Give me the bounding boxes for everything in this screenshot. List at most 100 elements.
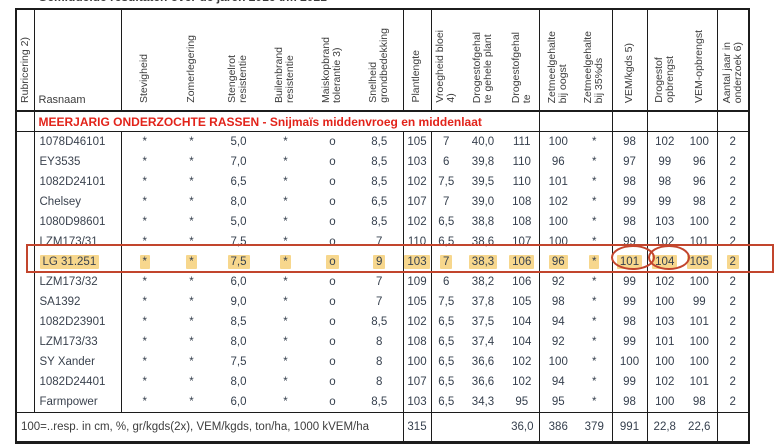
value-cell: 40,0 — [471, 136, 495, 148]
value-cell: 92 — [538, 272, 577, 292]
value-cell: o — [329, 176, 336, 188]
value-cell: * — [120, 272, 168, 292]
value-cell: * — [592, 176, 597, 188]
value-cell: * — [283, 176, 288, 188]
value-cell: 8,5 — [230, 316, 247, 328]
value-cell: * — [283, 216, 288, 228]
value-cell: 100 — [646, 352, 682, 372]
highlighted-value: 103 — [404, 255, 430, 269]
value-cell: 100 — [689, 336, 709, 348]
value-cell: 2 — [716, 352, 749, 372]
value-cell: 102 — [402, 172, 431, 192]
variety-name-cell: EY3535 — [33, 152, 121, 172]
value-cell: * — [283, 236, 288, 248]
variety-name-cell: 1082D24101 — [33, 172, 121, 192]
variety-row: 1080D98601 * * 5,0 * o 8,5 102 6,5 38,8 108 100 * 98 1… — [16, 212, 749, 232]
value-cell: 2 — [716, 292, 749, 312]
value-cell: 105 — [682, 252, 717, 272]
value-cell: 2 — [716, 232, 749, 252]
value-cell: * — [592, 216, 597, 228]
value-cell: * — [120, 232, 168, 252]
value-cell: 99 — [611, 292, 647, 312]
footer-zetmeel-35ds: 379 — [577, 412, 612, 443]
value-cell — [16, 332, 34, 352]
value-cell: 111 — [513, 136, 531, 148]
value-cell: * — [283, 136, 288, 148]
value-cell: 96 — [692, 176, 706, 188]
value-cell: * — [189, 156, 194, 168]
variety-row: LZM173/31 * * 7,5 * o 7 110 6,5 38,6 107 100 * 99 102 1… — [16, 232, 749, 252]
value-cell: 39,5 — [471, 176, 495, 188]
col-header-maiskopbrand: Maiskopbrand tolerantie 3) — [309, 9, 356, 112]
value-cell: 102 — [402, 312, 431, 332]
variety-name-cell: 1082D23901 — [33, 312, 121, 332]
value-cell: * — [189, 336, 194, 348]
value-cell: 38,8 — [471, 216, 495, 228]
variety-name-cell: LG 31.251 — [33, 252, 121, 272]
value-cell: o — [329, 196, 336, 208]
value-cell — [16, 192, 34, 212]
value-cell: * — [283, 156, 288, 168]
value-cell: * — [262, 252, 309, 272]
highlighted-value: * — [139, 255, 150, 269]
value-cell: 109 — [402, 272, 431, 292]
value-cell: 105 — [512, 296, 532, 308]
value-cell: 7,5 — [430, 292, 461, 312]
value-cell: * — [592, 276, 597, 288]
value-cell: 100 — [646, 392, 682, 413]
value-cell: 94 — [538, 372, 577, 392]
value-cell: 99 — [646, 152, 682, 172]
value-cell: * — [189, 236, 194, 248]
variety-name-cell: Chelsey — [33, 192, 121, 212]
variety-row: Farmpower * * 6,0 * o 8,5 103 6,5 34,3 95 95 * 98 100 9… — [16, 392, 749, 413]
value-cell: 110 — [512, 156, 531, 168]
value-cell: o — [329, 136, 336, 148]
header-row: Rubricering 2) Rasnaam Stevigheid Zomerl… — [16, 9, 749, 112]
value-cell: 100 — [538, 232, 577, 252]
value-cell: 6,0 — [230, 396, 247, 408]
highlighted-value: o — [326, 255, 339, 269]
value-cell: 101 — [689, 316, 709, 328]
highlighted-value: 9 — [373, 255, 386, 269]
value-cell — [16, 232, 34, 252]
value-cell: 103 — [402, 152, 431, 172]
value-cell: 105 — [402, 131, 431, 152]
value-cell: 7,5 — [230, 236, 247, 248]
col-header-builenbrand: Builenbrand resistentie — [262, 9, 309, 112]
value-cell: 98 — [611, 172, 647, 192]
value-cell: 107 — [402, 372, 431, 392]
col-header-rubricering: Rubricering 2) — [16, 9, 34, 112]
value-cell: 100 — [538, 131, 577, 152]
value-cell: * — [120, 152, 168, 172]
value-cell: * — [592, 156, 597, 168]
value-cell: 2 — [716, 152, 749, 172]
value-cell: 100 — [689, 136, 709, 148]
value-cell: 101 — [689, 236, 709, 248]
highlighted-value: 101 — [616, 255, 643, 269]
value-cell: 101 — [538, 172, 577, 192]
value-cell: 5,0 — [230, 136, 247, 148]
value-cell: 99 — [611, 372, 647, 392]
summary-row: 100=..resp. in cm, %, gr/kgds(2x), VEM/k… — [16, 412, 749, 443]
value-cell: 99 — [611, 232, 647, 252]
value-cell: * — [283, 376, 288, 388]
highlighted-value: 38,3 — [468, 255, 498, 269]
value-cell: * — [283, 316, 288, 328]
variety-row: EY3535 * * 7,0 * o 8,5 103 6 39,8 110 96 * 97 99 96 2 — [16, 152, 749, 172]
value-cell: 99 — [692, 296, 706, 308]
value-cell: 2 — [716, 392, 749, 413]
footer-vem-opbrengst: 22,6 — [682, 412, 717, 443]
value-cell: 95 — [515, 396, 529, 408]
value-cell: 2 — [716, 172, 749, 192]
value-cell: * — [120, 192, 168, 212]
value-cell: 8,0 — [230, 376, 247, 388]
value-cell: 36,6 — [471, 376, 495, 388]
value-cell: * — [577, 252, 612, 272]
value-cell: 101 — [646, 332, 682, 352]
variety-name-cell: LZM173/32 — [33, 272, 121, 292]
table-header: Rubricering 2) Rasnaam Stevigheid Zomerl… — [16, 9, 749, 132]
banner-empty-cell — [16, 111, 34, 132]
value-cell: 102 — [512, 376, 532, 388]
value-cell: 37,4 — [471, 336, 495, 348]
value-cell: 8,5 — [371, 136, 388, 148]
